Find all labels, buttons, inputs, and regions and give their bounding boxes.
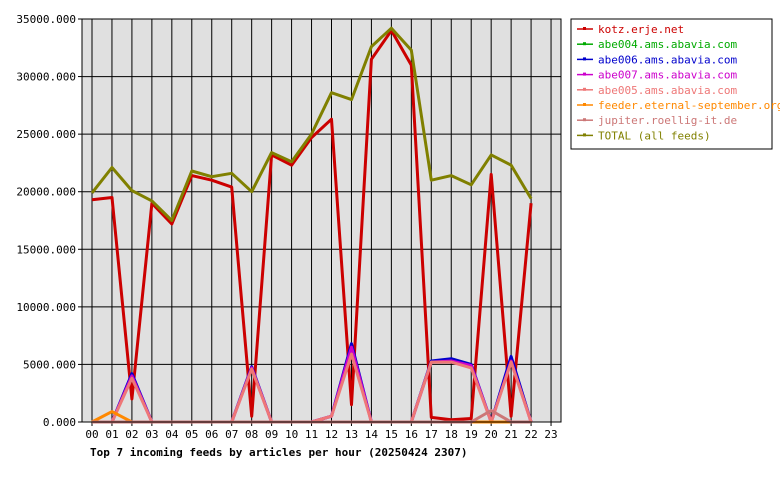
y-tick-label: 15000.000 — [16, 243, 76, 256]
legend-label: feeder.eternal-september.org — [598, 99, 780, 112]
x-axis-ticks: 00 01 02 03 04 05 06 07 08 09 10 11 12 13 14 15 16 17 18 19… — [85, 422, 558, 441]
y-tick-label: 25000.000 — [16, 128, 76, 141]
x-tick-label: 05 — [185, 428, 198, 441]
y-tick-label: 35000.000 — [16, 13, 76, 26]
x-tick-label: 22 — [524, 428, 537, 441]
legend-marker — [583, 87, 586, 91]
x-tick-label: 11 — [305, 428, 318, 441]
x-tick-label: 04 — [165, 428, 179, 441]
legend-marker — [583, 72, 586, 76]
x-tick-label: 00 — [85, 428, 98, 441]
legend-label: kotz.erje.net — [598, 23, 684, 36]
x-tick-label: 10 — [285, 428, 298, 441]
x-tick-label: 23 — [544, 428, 557, 441]
x-tick-label: 12 — [325, 428, 338, 441]
series-line-total-all-feeds — [90, 26, 533, 222]
legend-box — [570, 18, 773, 150]
y-axis-ticks: 0.000 5000.000 10000.000 15000.000 20000.000… — [16, 13, 82, 429]
y-tick-label: 10000.000 — [16, 301, 76, 314]
x-tick-label: 06 — [205, 428, 218, 441]
plot-area — [82, 19, 561, 422]
legend: kotz.erje.net abe004.ams.abavia.com abe006… — [570, 18, 780, 150]
x-tick-label: 14 — [365, 428, 379, 441]
legend-label: jupiter.roellig-it.de — [598, 114, 737, 127]
legend-label: abe006.ams.abavia.com — [598, 53, 737, 66]
legend-marker — [583, 118, 586, 122]
x-tick-label: 15 — [385, 428, 398, 441]
x-tick-label: 20 — [485, 428, 498, 441]
legend-marker — [583, 57, 586, 61]
plot-border — [81, 18, 562, 423]
x-tick-label: 16 — [405, 428, 418, 441]
x-tick-label: 02 — [125, 428, 138, 441]
x-tick-label: 08 — [245, 428, 258, 441]
chart-title: Top 7 incoming feeds by articles per hou… — [90, 446, 468, 459]
x-tick-label: 09 — [265, 428, 278, 441]
legend-label: abe004.ams.abavia.com — [598, 38, 737, 51]
x-tick-label: 03 — [145, 428, 158, 441]
legend-marker — [583, 42, 586, 46]
x-tick-label: 13 — [345, 428, 358, 441]
legend-marker — [583, 103, 586, 106]
y-tick-label: 30000.000 — [16, 71, 76, 84]
y-tick-label: 0.000 — [43, 416, 76, 429]
legend-marker — [583, 133, 586, 137]
legend-label: abe005.ams.abavia.com — [598, 84, 737, 97]
legend-label: TOTAL (all feeds) — [598, 129, 711, 142]
x-tick-label: 21 — [505, 428, 518, 441]
x-tick-label: 18 — [445, 428, 458, 441]
x-tick-label: 19 — [465, 428, 478, 441]
legend-label: abe007.ams.abavia.com — [598, 69, 737, 82]
y-tick-label: 20000.000 — [16, 186, 76, 199]
x-tick-label: 17 — [425, 428, 438, 441]
y-tick-label: 5000.000 — [23, 358, 76, 371]
series-line-kotz-erje-net — [91, 29, 533, 422]
x-tick-label: 07 — [225, 428, 238, 441]
legend-marker — [583, 27, 586, 30]
x-tick-label: 01 — [105, 428, 118, 441]
